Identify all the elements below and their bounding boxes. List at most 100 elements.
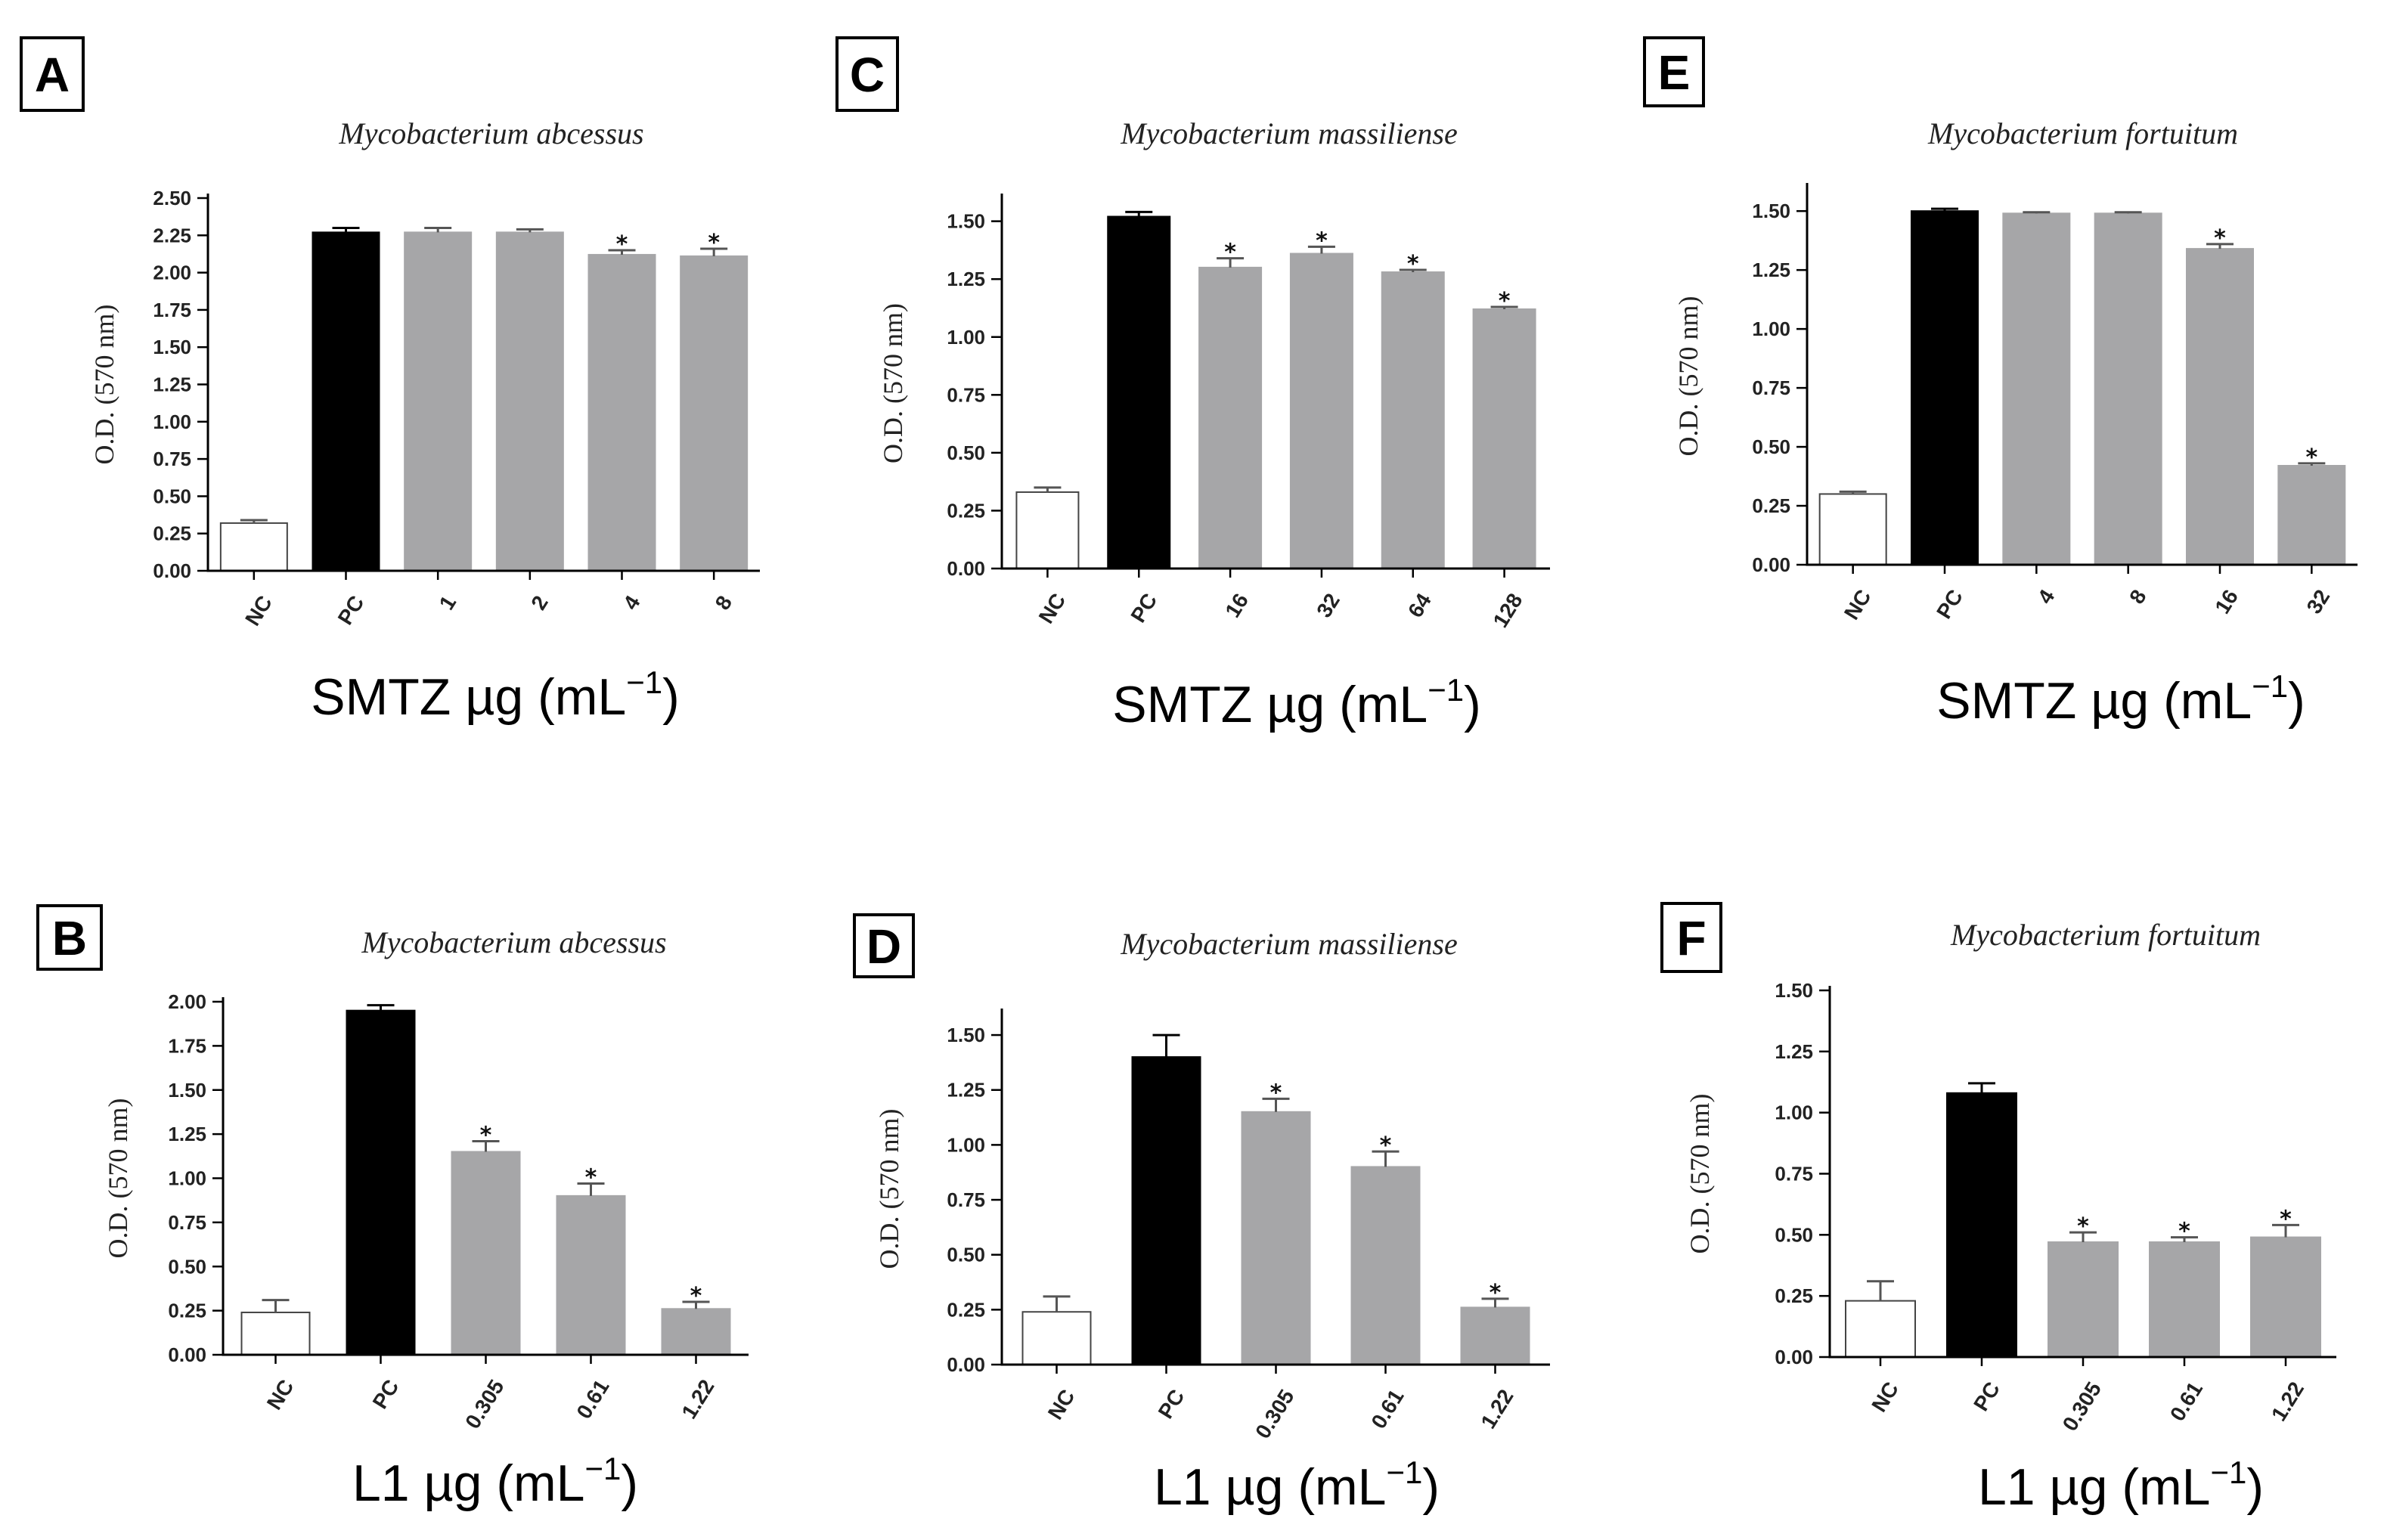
x-axis-label-main: SMTZ µg (mL — [1936, 672, 2252, 730]
y-tick-label: 0.75 — [153, 448, 191, 470]
y-tick-label: 0.00 — [947, 1353, 985, 1376]
significance-star: * — [2280, 1206, 2292, 1232]
significance-star: * — [1270, 1080, 1282, 1106]
bar-2 — [495, 231, 564, 572]
x-tick-label: 16 — [2210, 585, 2243, 618]
bar-nc — [1021, 1311, 1092, 1365]
x-tick-label: 1.22 — [677, 1375, 718, 1423]
significance-star: * — [480, 1122, 492, 1148]
x-axis-label-superscript: −1 — [584, 1451, 621, 1486]
chart-title: Mycobacterium massiliense — [1120, 927, 1457, 961]
x-tick-label: PC — [1126, 589, 1161, 626]
bar-16 — [1198, 266, 1263, 569]
y-tick-label: 1.25 — [947, 1079, 985, 1102]
y-tick-label: 1.50 — [947, 210, 985, 233]
x-axis-label: L1 µg (mL−1) — [352, 1451, 638, 1512]
x-axis-label-tail: ) — [1464, 676, 1481, 733]
y-tick-label: 0.25 — [153, 522, 191, 545]
bar-32 — [1289, 253, 1353, 569]
x-axis-label-tail: ) — [662, 668, 680, 726]
y-tick-label: 1.00 — [1752, 318, 1790, 340]
significance-star: * — [1407, 251, 1419, 277]
y-tick-label: 0.50 — [947, 1244, 985, 1266]
x-axis-label-tail: ) — [2288, 672, 2305, 730]
x-tick-label: 4 — [618, 591, 645, 614]
panel-label-box — [1660, 902, 1722, 973]
bar-128 — [1472, 308, 1536, 569]
y-tick-label: 2.25 — [153, 224, 191, 246]
bar-8 — [2094, 212, 2162, 565]
x-axis-label: L1 µg (mL−1) — [1978, 1455, 2264, 1516]
bar-1.22 — [2250, 1236, 2321, 1358]
y-tick-label: 1.50 — [1775, 979, 1813, 1002]
x-tick-label: 4 — [2033, 585, 2060, 608]
y-tick-label: 0.50 — [1775, 1223, 1813, 1246]
y-tick-label: 1.50 — [153, 336, 191, 358]
chart-panel-f: F Mycobacterium fortuitum O.D. (570 nm) L1 … — [1660, 902, 2336, 1516]
y-tick-label: 1.25 — [168, 1123, 206, 1145]
y-tick-label: 0.25 — [947, 499, 985, 522]
x-axis-label-main: L1 µg (mL — [1978, 1458, 2211, 1516]
x-tick-label: 8 — [2125, 585, 2151, 608]
x-tick-label: PC — [1969, 1377, 2004, 1415]
panel-label-box — [1643, 36, 1705, 107]
y-tick-label: 0.50 — [153, 485, 191, 507]
axes — [1828, 986, 2336, 1359]
significance-star: * — [2305, 445, 2317, 471]
y-axis-label: O.D. (570 nm) — [1673, 296, 1703, 457]
x-axis-label: L1 µg (mL−1) — [1154, 1455, 1440, 1516]
bar-nc — [219, 522, 288, 572]
x-tick-label: 2 — [526, 591, 553, 614]
y-axis-label: O.D. (570 nm) — [89, 305, 119, 465]
axes — [206, 194, 760, 572]
panel-label: E — [1658, 45, 1691, 100]
x-tick-label: 32 — [1312, 589, 1344, 621]
y-tick-label: 1.25 — [947, 268, 985, 290]
y-tick-label: 1.00 — [947, 1133, 985, 1156]
y-tick-label: 2.00 — [168, 990, 206, 1013]
y-tick-label: 0.75 — [1752, 376, 1790, 399]
significance-star: * — [708, 230, 720, 256]
x-axis-label-superscript: −1 — [2210, 1455, 2246, 1490]
y-tick-label: 0.25 — [168, 1300, 206, 1322]
bar-pc — [1946, 1092, 2017, 1359]
chart-title: Mycobacterium abcessus — [338, 116, 643, 150]
y-tick-label: 0.75 — [947, 1188, 985, 1211]
axes — [1000, 1009, 1550, 1366]
panel-label: D — [866, 919, 901, 974]
x-tick-label: 64 — [1403, 589, 1436, 621]
x-tick-label: 0.305 — [1251, 1385, 1298, 1442]
x-tick-label: NC — [1840, 585, 1876, 624]
chart-panel-c: C Mycobacterium massiliense O.D. (570 nm) S… — [835, 36, 1550, 733]
x-tick-label: PC — [333, 591, 369, 628]
y-tick-label: 1.00 — [168, 1167, 206, 1190]
significance-star: * — [1490, 1280, 1502, 1306]
chart-panel-a: A Mycobacterium abcessus O.D. (570 nm) SMTZ… — [20, 36, 760, 726]
x-axis-label-superscript: −1 — [2252, 668, 2288, 704]
bar-pc — [1131, 1056, 1201, 1365]
x-tick-label: PC — [1932, 585, 1967, 622]
y-tick-label: 0.00 — [1775, 1346, 1813, 1368]
bar-nc — [1818, 493, 1887, 565]
panel-label: F — [1676, 911, 1706, 965]
x-axis-label-main: L1 µg (mL — [1154, 1458, 1387, 1516]
x-axis-label-tail: ) — [1422, 1458, 1440, 1516]
x-tick-label: 16 — [1220, 589, 1253, 621]
y-tick-label: 0.00 — [1752, 553, 1790, 576]
x-tick-label: 1.22 — [2267, 1377, 2308, 1425]
chart-title: Mycobacterium massiliense — [1120, 116, 1457, 150]
y-axis-label: O.D. (570 nm) — [878, 303, 908, 463]
x-tick-label: 0.61 — [1366, 1385, 1408, 1433]
bar-0.61 — [556, 1195, 626, 1356]
y-tick-label: 0.00 — [168, 1343, 206, 1366]
chart-panel-b: B Mycobacterium abcessus O.D. (570 nm) L1 µ… — [36, 904, 749, 1512]
panel-label-box — [835, 36, 899, 112]
panel-label: B — [52, 911, 87, 965]
y-tick-label: 1.00 — [947, 326, 985, 349]
significance-star: * — [585, 1165, 597, 1191]
significance-star: * — [2214, 225, 2226, 252]
x-axis-label-superscript: −1 — [1428, 672, 1464, 708]
y-axis-label: O.D. (570 nm) — [103, 1098, 133, 1259]
bar-nc — [1845, 1300, 1916, 1358]
